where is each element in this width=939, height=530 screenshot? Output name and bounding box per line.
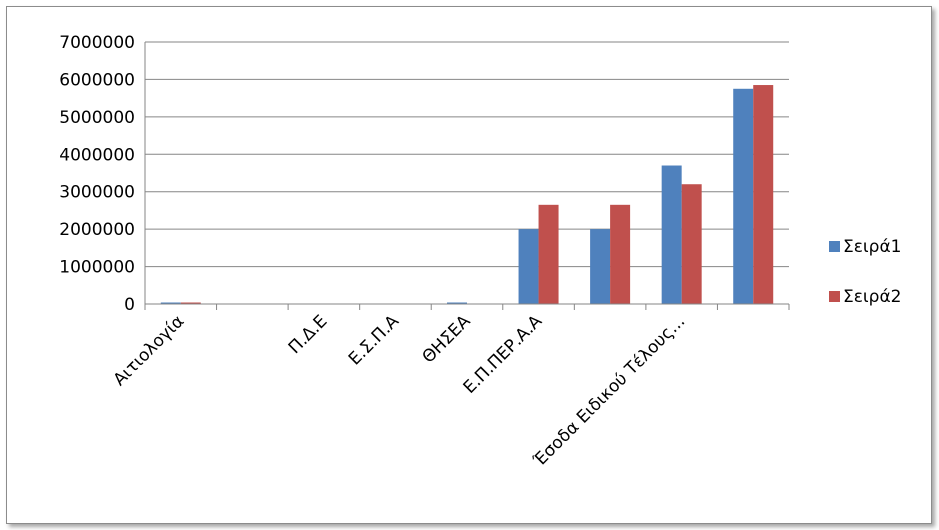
bars [160,85,774,305]
bar-Σειρά2-5 [538,204,559,304]
bar-Σειρά2-6 [610,204,631,304]
legend-label: Σειρά1 [843,237,902,257]
bar-Σειρά1-6 [590,229,611,304]
bar-Σειρά2-8 [753,85,774,305]
x-category-label: ΘΗΣΕΑ [418,311,474,367]
chart-frame [6,6,932,524]
y-tick-label: 2000000 [59,220,135,240]
axes [144,42,790,310]
x-category-label: Έσοδα Ειδικού Τέλους... [529,311,689,471]
bar-Σειρά2-0 [180,302,201,304]
bar-Σειρά1-7 [661,165,682,304]
x-category-label: Ε.Σ.Π.Α [345,311,403,369]
bar-Σειρά1-4 [447,302,467,304]
y-tick-label: 6000000 [59,70,135,90]
legend-swatch-Σειρά1 [829,241,840,252]
y-tick-label: 7000000 [59,33,135,53]
x-axis-category-labels: Αιτιολογία Π.Δ.Ε Ε.Σ.Π.Α ΘΗΣΕΑΕ.Π.ΠΕΡ.Α.ΑΈσ… [110,311,690,471]
y-tick-label: 4000000 [59,145,135,165]
y-axis-tick-labels: 0 1000000 2000000 3000000 4000000 5000000 6000… [59,33,135,315]
bar-Σειρά2-7 [681,184,702,304]
y-tick-label: 0 [124,295,135,315]
bar-Σειρά1-8 [733,88,754,305]
y-tick-label: 5000000 [59,108,135,128]
legend: Σειρά1 Σειρά2 [829,237,902,307]
y-tick-label: 1000000 [59,258,135,278]
y-tick-label: 3000000 [59,183,135,203]
x-category-label: Αιτιολογία [110,311,189,390]
x-category-label: Π.Δ.Ε [285,311,332,358]
bar-Σειρά1-0 [160,302,181,304]
bar-Σειρά1-5 [518,229,539,304]
legend-swatch-Σειρά2 [829,291,840,302]
legend-label: Σειρά2 [843,287,902,307]
